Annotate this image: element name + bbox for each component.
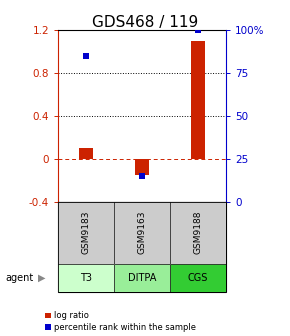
Text: GSM9188: GSM9188 (194, 211, 203, 254)
Text: GSM9183: GSM9183 (81, 211, 90, 254)
Text: ▶: ▶ (38, 273, 46, 283)
Text: T3: T3 (80, 273, 92, 283)
Text: GDS468 / 119: GDS468 / 119 (92, 15, 198, 30)
Text: CGS: CGS (188, 273, 208, 283)
Text: DITPA: DITPA (128, 273, 156, 283)
Text: agent: agent (6, 273, 34, 283)
Bar (135, 159, 149, 175)
Bar (191, 41, 205, 159)
Text: GSM9163: GSM9163 (137, 211, 147, 254)
Legend: log ratio, percentile rank within the sample: log ratio, percentile rank within the sa… (45, 311, 196, 332)
Bar (79, 148, 93, 159)
